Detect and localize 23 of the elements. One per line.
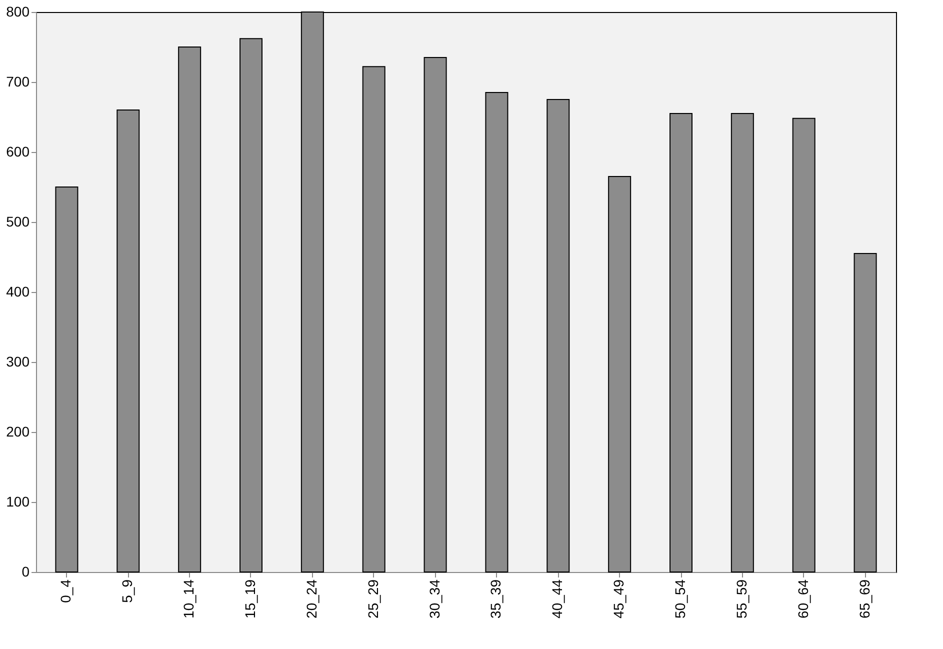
x-tick-label: 55_59: [733, 579, 750, 618]
x-tick-label: 45_49: [610, 579, 627, 618]
x-tick-label: 50_54: [672, 579, 688, 618]
y-tick-label: 100: [6, 494, 30, 510]
y-tick-label: 500: [6, 214, 30, 230]
y-tick-label: 300: [6, 354, 30, 370]
x-tick-label: 20_24: [303, 579, 320, 618]
x-tick-label: 5_9: [119, 579, 136, 603]
y-tick-label: 400: [6, 284, 30, 300]
x-tick-label: 10_14: [180, 579, 197, 618]
x-tick-label: 40_44: [549, 579, 566, 618]
x-tick-label: 0_4: [58, 579, 74, 603]
x-tick-label: 30_34: [426, 579, 442, 618]
x-tick-label: 25_29: [364, 579, 381, 618]
x-tick-label: 35_39: [488, 579, 504, 618]
y-tick-label: 200: [6, 424, 30, 440]
y-tick-label: 700: [6, 74, 30, 90]
y-tick-label: 800: [6, 4, 30, 20]
x-tick-label: 60_64: [794, 579, 811, 618]
y-tick-label: 600: [6, 144, 30, 160]
x-tick-label: 65_69: [856, 579, 872, 618]
y-tick-label: 0: [22, 564, 30, 580]
x-tick-label: 15_19: [242, 579, 258, 618]
